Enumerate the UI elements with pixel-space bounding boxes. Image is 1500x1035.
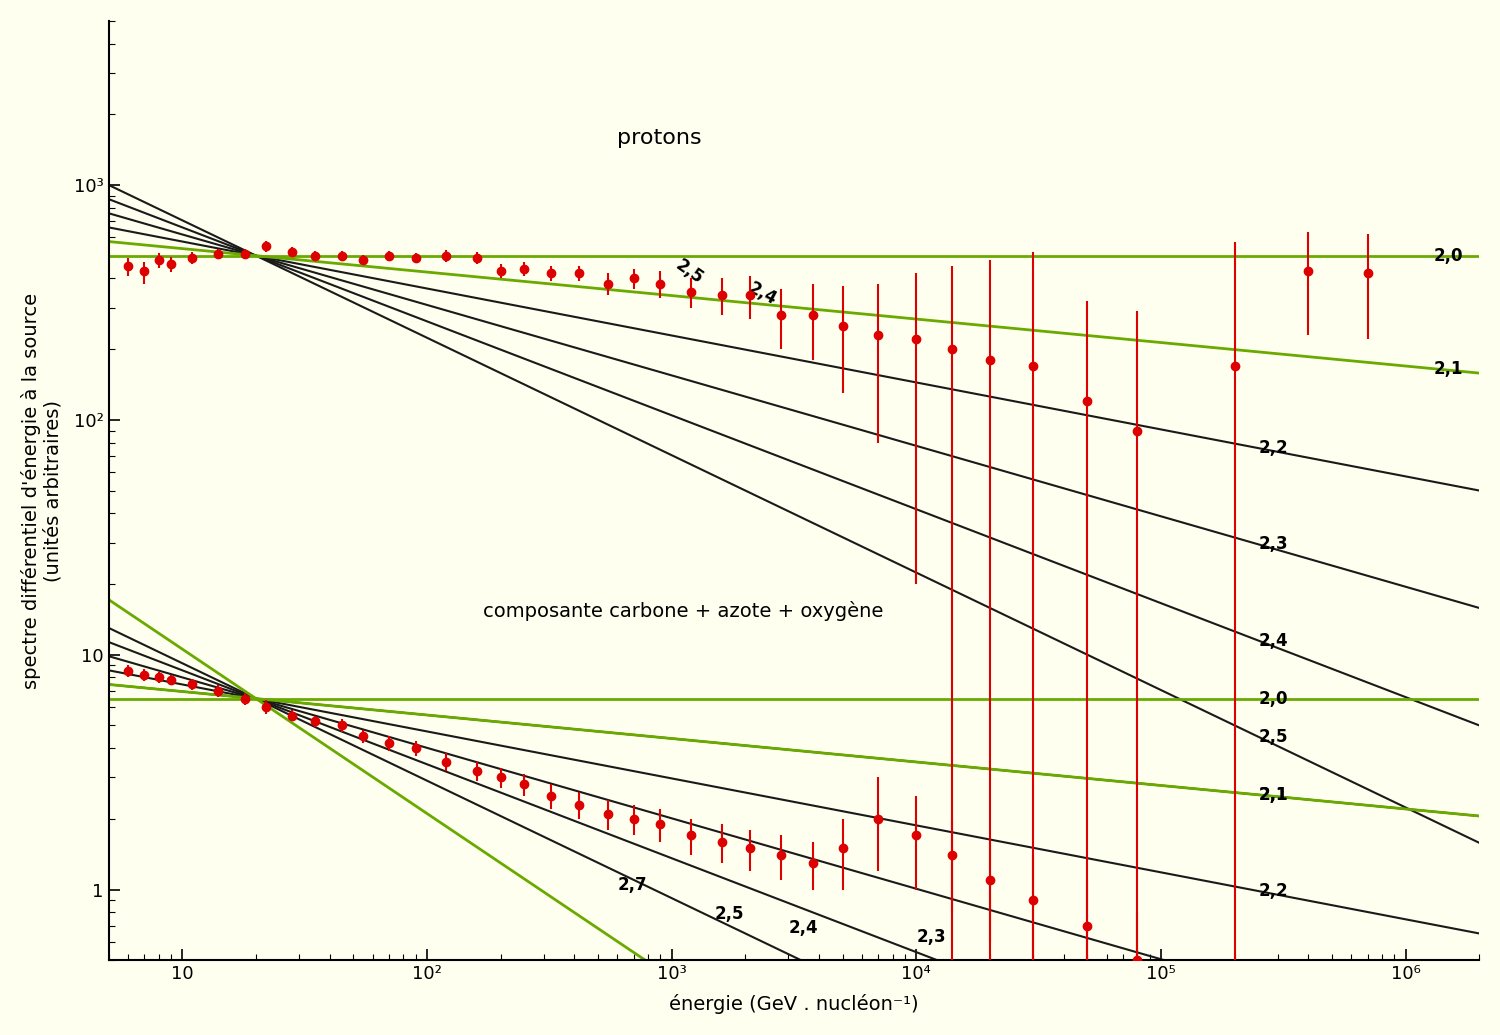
Text: protons: protons (618, 127, 702, 148)
Text: 2,4: 2,4 (746, 278, 780, 308)
Text: 2,5: 2,5 (1258, 728, 1287, 746)
Text: 2,2: 2,2 (1258, 439, 1288, 457)
Text: 2,1: 2,1 (1258, 786, 1287, 804)
Y-axis label: spectre différentiel d'énergie à la source
(unités arbitraires): spectre différentiel d'énergie à la sour… (21, 293, 63, 688)
Text: 2,1: 2,1 (1258, 786, 1287, 804)
Text: 2,4: 2,4 (1258, 631, 1288, 650)
Text: 2,0: 2,0 (1258, 689, 1287, 708)
Text: 2,5: 2,5 (714, 905, 744, 923)
X-axis label: énergie (GeV . nucléon⁻¹): énergie (GeV . nucléon⁻¹) (669, 995, 918, 1014)
Text: 2,4: 2,4 (789, 919, 818, 938)
Text: composante carbone + azote + oxygène: composante carbone + azote + oxygène (483, 600, 884, 621)
Text: 2,1: 2,1 (1434, 360, 1462, 378)
Text: 2,3: 2,3 (1258, 535, 1288, 554)
Text: 2,7: 2,7 (618, 876, 646, 893)
Text: 2,3: 2,3 (916, 927, 946, 946)
Text: 2,5: 2,5 (672, 256, 706, 288)
Text: 2,0: 2,0 (1434, 246, 1462, 265)
Text: 2,2: 2,2 (1258, 882, 1288, 900)
